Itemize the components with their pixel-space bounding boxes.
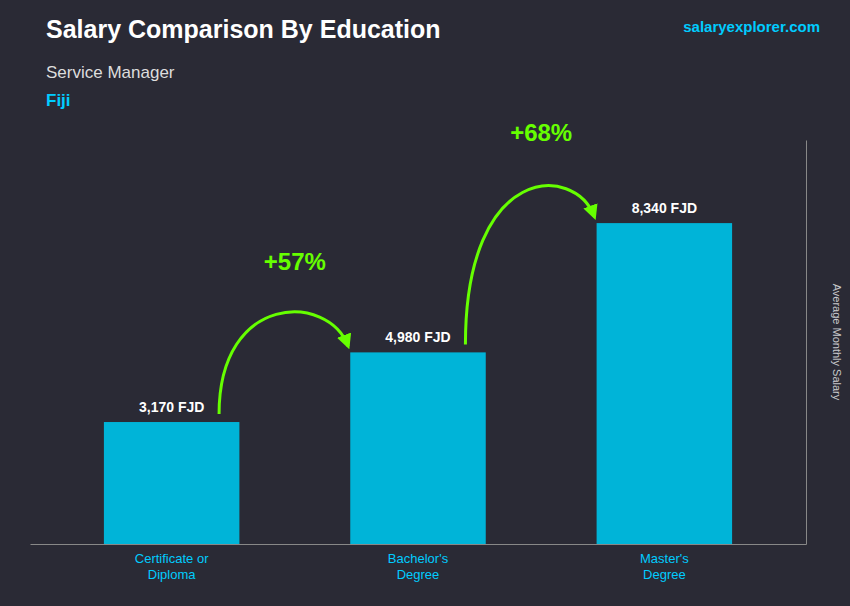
x-tick-label: Master'sDegree: [640, 551, 689, 582]
location: Fiji: [46, 91, 71, 110]
x-tick-label: Certificate orDiploma: [135, 551, 209, 582]
x-tick-label: Bachelor'sDegree: [388, 551, 449, 582]
chart: Certificate orDiploma Bachelor'sDegree Mas…: [0, 0, 850, 606]
bar: [104, 422, 239, 544]
bar: [350, 352, 485, 544]
change-arrow: [219, 312, 348, 414]
bar: [597, 223, 732, 544]
data-label: 3,170 FJD: [139, 399, 204, 415]
y-axis-line: [806, 141, 807, 545]
annotations: Fiji salaryexplorer.com +57% +68%: [46, 18, 820, 414]
change-label: +57%: [264, 248, 326, 275]
bars: [104, 223, 732, 544]
data-label: 8,340 FJD: [632, 200, 697, 216]
change-label: +68%: [510, 119, 572, 146]
x-tick: Certificate orDiploma: [135, 544, 209, 582]
title: Salary Comparison By Education: [46, 15, 441, 43]
y-axis: [806, 141, 807, 545]
background: [0, 0, 850, 606]
data-label: 4,980 FJD: [385, 329, 450, 345]
y-axis-label: Average Monthly Salary: [831, 284, 843, 401]
x-axis-line: [31, 544, 807, 545]
x-axis: Certificate orDiploma Bachelor'sDegree Mas…: [31, 544, 807, 582]
x-tick: Master'sDegree: [640, 544, 689, 582]
change-arrow: [465, 186, 594, 345]
subtitle: Service Manager: [46, 63, 175, 82]
x-tick: Bachelor'sDegree: [388, 544, 449, 582]
source: salaryexplorer.com: [683, 18, 820, 35]
data-labels: 3,170 FJD 4,980 FJD 8,340 FJD: [139, 200, 697, 415]
